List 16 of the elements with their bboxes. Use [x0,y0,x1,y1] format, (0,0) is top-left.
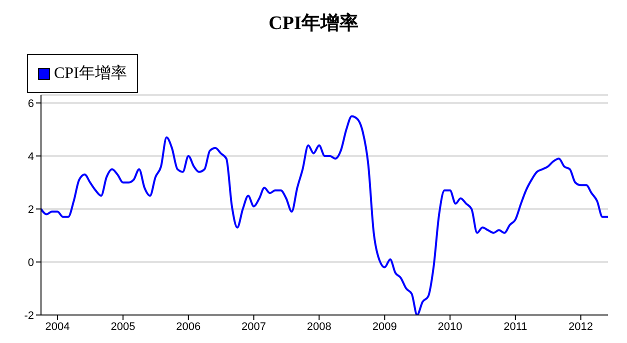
chart-title: CPI年增率 [268,12,360,36]
x-tick-label: 2007 [242,320,266,333]
x-tick-label: 2004 [45,320,70,333]
x-tick-label: 2006 [176,320,201,333]
x-tick-label: 2012 [568,320,594,333]
x-tick-label: 2008 [306,320,332,333]
legend-label: CPI年增率 [54,64,127,84]
y-tick-label: 4 [28,150,34,163]
x-tick-label: 2005 [110,320,136,333]
y-tick-label: 6 [28,98,34,110]
x-tick-label: 2010 [438,320,462,333]
y-tick-label: 0 [28,256,34,269]
y-tick-label: -2 [24,310,34,322]
y-tick-label: 2 [28,204,34,216]
x-tick-label: 2011 [504,320,528,333]
x-tick-label: 2009 [372,320,397,333]
